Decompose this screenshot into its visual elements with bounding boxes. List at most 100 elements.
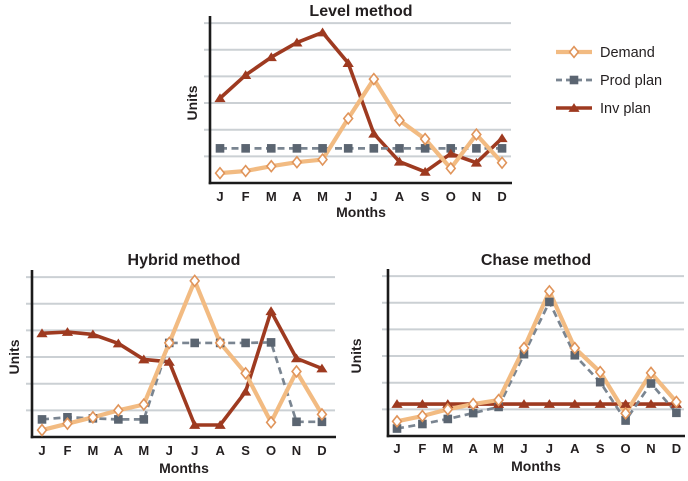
x-tick-label: A [395, 189, 405, 204]
prod-plan-square-marker [37, 415, 47, 424]
inv-plan-triangle-marker [214, 93, 226, 103]
demand-diamond-marker [518, 341, 530, 355]
x-tick-label: J [370, 189, 377, 204]
x-tick-label: J [546, 441, 553, 456]
x-tick-label: M [317, 189, 328, 204]
demand-diamond-marker [670, 395, 682, 409]
demand-diamond-marker [214, 336, 226, 350]
prod-plan-square-marker [621, 416, 630, 425]
inv-plan-triangle-marker [594, 399, 606, 408]
prod-plan-square-marker [139, 415, 149, 424]
prod-plan-square-marker [443, 414, 453, 424]
demand-diamond-marker [138, 397, 150, 412]
prod-plan-square-marker [215, 144, 225, 153]
prod-plan-square-marker [241, 144, 250, 153]
demand-diamond-marker [112, 403, 124, 418]
x-tick-label: A [292, 189, 302, 204]
inv-plan-triangle-marker [342, 58, 354, 67]
chart-title-chase: Chase method [481, 252, 591, 269]
x-tick-label: O [446, 189, 456, 204]
prod-plan-square-marker [343, 144, 353, 153]
x-tick-label: D [672, 441, 681, 456]
legend-label-prod-plan: Prod plan [600, 73, 662, 89]
demand-diamond-marker [291, 364, 302, 379]
x-axis-label-chase: Months [511, 458, 561, 474]
demand-diamond-marker [419, 132, 431, 146]
prod-plan-square-marker [418, 419, 427, 429]
prod-plan-square-marker [497, 144, 507, 153]
demand-diamond-marker [62, 417, 73, 431]
demand-diamond-marker [569, 341, 581, 355]
demand-diamond-marker [214, 166, 226, 180]
inv-plan-triangle-marker [445, 148, 457, 158]
demand-diamond-marker [594, 365, 606, 379]
inv-plan-triangle-marker [265, 306, 277, 316]
demand-diamond-marker [394, 113, 405, 128]
demand-diamond-marker [291, 155, 303, 169]
demand-diamond-marker [568, 45, 580, 59]
x-tick-label: A [570, 441, 580, 456]
prod-plan-square-marker [266, 338, 276, 347]
x-tick-label: J [191, 443, 198, 458]
x-tick-label: D [317, 443, 326, 458]
demand-diamond-marker [87, 410, 99, 424]
demand-diamond-marker [240, 164, 252, 178]
inv-plan-triangle-marker [214, 420, 226, 429]
x-tick-label: J [393, 441, 400, 456]
inv-plan-triangle-marker [290, 353, 303, 363]
prod-plan-square-marker [570, 350, 580, 360]
y-axis-label-level: Units [184, 85, 200, 120]
inv-plan-triangle-marker [569, 399, 581, 408]
x-tick-label: J [38, 443, 45, 458]
demand-diamond-marker [620, 406, 632, 421]
inv-plan-triangle-marker [620, 399, 632, 408]
demand-diamond-marker [240, 366, 252, 380]
prod-plan-square-marker [569, 75, 579, 85]
x-tick-label: M [138, 443, 149, 458]
demand-diamond-marker [496, 156, 508, 170]
inv-plan-triangle-marker [518, 399, 530, 408]
demand-diamond-marker [442, 402, 454, 417]
demand-diamond-marker [416, 409, 428, 423]
x-tick-label: M [493, 441, 504, 456]
inv-plan-triangle-marker [61, 327, 74, 336]
y-axis-label-chase: Units [348, 338, 364, 373]
legend: Demand Prod plan Inv plan [556, 45, 662, 117]
inv-plan-triangle-marker [416, 399, 428, 408]
x-tick-label: J [345, 189, 352, 204]
prod-plan-square-marker [114, 415, 123, 424]
prod-plan-square-marker [392, 424, 402, 433]
demand-diamond-marker [317, 152, 328, 167]
demand-diamond-marker [163, 336, 175, 350]
x-tick-label: A [215, 443, 225, 458]
inv-plan-triangle-marker [138, 354, 150, 364]
inv-plan-triangle-marker [419, 166, 431, 176]
demand-diamond-marker [265, 415, 277, 430]
demand-diamond-marker [36, 423, 48, 437]
demand-diamond-marker [368, 72, 380, 86]
inv-plan-triangle-marker [391, 399, 403, 408]
demand-diamond-marker [391, 414, 403, 429]
inv-plan-triangle-marker [543, 399, 555, 408]
inv-plan-triangle-marker [316, 363, 328, 373]
inv-plan-triangle-marker [240, 70, 252, 79]
x-axis-label-level: Months [336, 204, 386, 220]
inv-plan-triangle-marker [36, 328, 48, 338]
demand-diamond-marker [543, 284, 555, 298]
demand-diamond-marker [645, 366, 657, 380]
prod-plan-square-marker [395, 144, 404, 153]
x-tick-label: O [621, 441, 631, 456]
x-tick-label: S [596, 441, 605, 456]
x-tick-label: S [421, 189, 430, 204]
inv-plan-triangle-marker [87, 329, 99, 339]
inv-plan-triangle-marker [496, 133, 508, 143]
x-tick-label: D [497, 189, 506, 204]
inv-plan-triangle-marker [240, 386, 252, 396]
